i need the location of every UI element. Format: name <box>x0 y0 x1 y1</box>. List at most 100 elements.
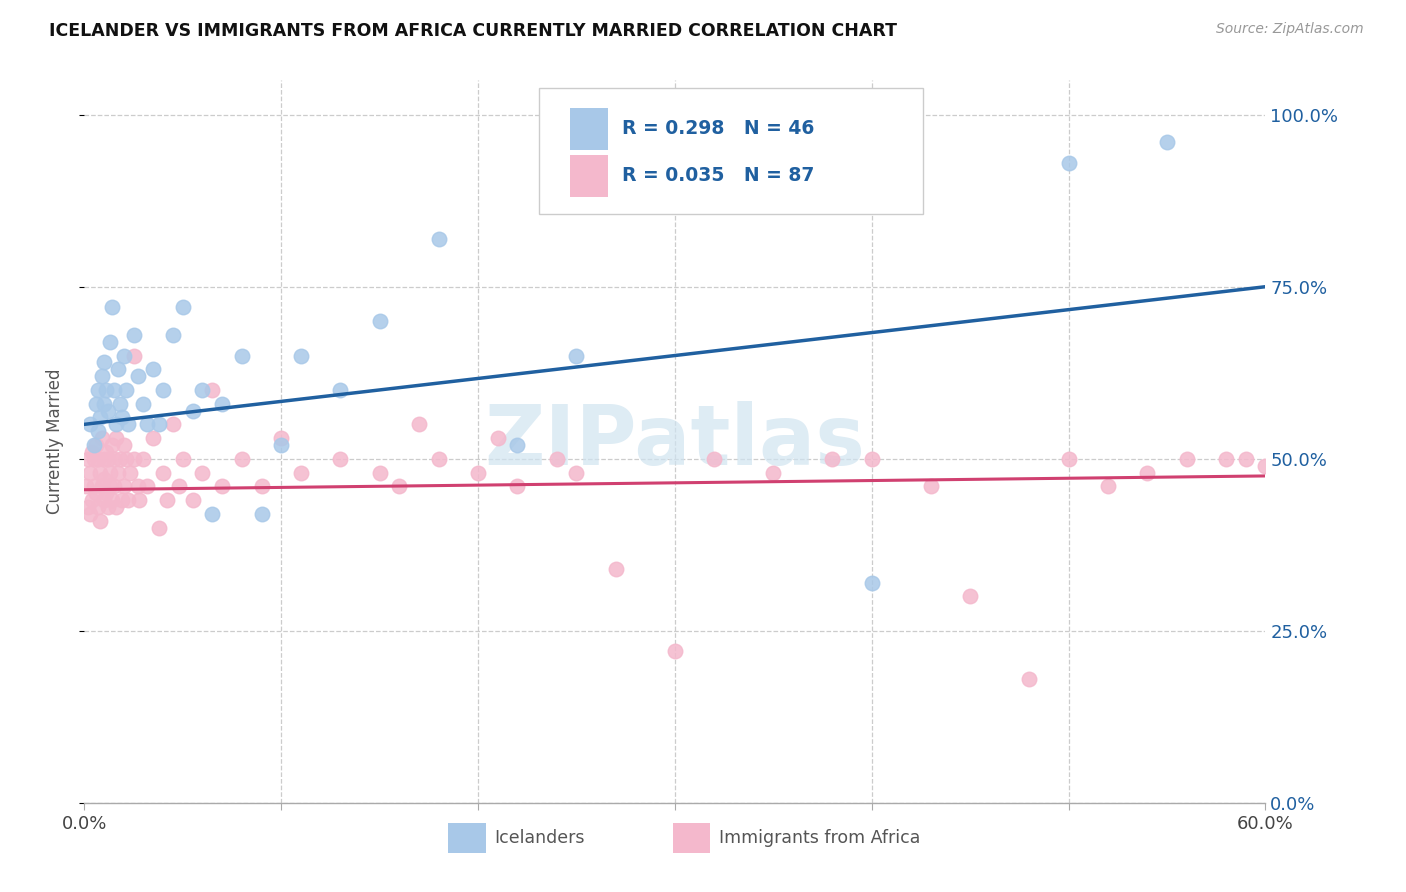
Point <box>142 362 165 376</box>
Point <box>211 397 233 411</box>
Text: R = 0.035   N = 87: R = 0.035 N = 87 <box>621 166 814 186</box>
Point <box>821 451 844 466</box>
Point <box>162 417 184 432</box>
Text: ICELANDER VS IMMIGRANTS FROM AFRICA CURRENTLY MARRIED CORRELATION CHART: ICELANDER VS IMMIGRANTS FROM AFRICA CURR… <box>49 22 897 40</box>
Point <box>290 466 312 480</box>
Point <box>87 451 110 466</box>
Point <box>89 514 111 528</box>
Point <box>270 431 292 445</box>
Point <box>172 451 194 466</box>
Point <box>122 327 145 342</box>
Point <box>127 479 149 493</box>
Point <box>191 383 214 397</box>
Point <box>98 479 121 493</box>
Point <box>1136 466 1159 480</box>
Point <box>114 451 136 466</box>
Point <box>98 466 121 480</box>
Point <box>191 466 214 480</box>
Point <box>101 493 124 508</box>
Point <box>89 466 111 480</box>
Point <box>270 438 292 452</box>
Point <box>108 397 131 411</box>
Text: Icelanders: Icelanders <box>494 830 585 847</box>
Point <box>1215 451 1237 466</box>
Text: Source: ZipAtlas.com: Source: ZipAtlas.com <box>1216 22 1364 37</box>
Point <box>427 231 450 245</box>
Point <box>152 466 174 480</box>
Point <box>103 451 125 466</box>
Point <box>1057 451 1080 466</box>
Point <box>77 451 100 466</box>
Point <box>1057 156 1080 170</box>
Point <box>211 479 233 493</box>
Point <box>91 479 114 493</box>
Point <box>388 479 411 493</box>
Point <box>181 493 204 508</box>
Point <box>860 451 883 466</box>
Point <box>1234 451 1257 466</box>
Point <box>156 493 179 508</box>
Point <box>1097 479 1119 493</box>
Point <box>231 451 253 466</box>
Point <box>117 493 139 508</box>
Text: Immigrants from Africa: Immigrants from Africa <box>718 830 920 847</box>
Point <box>84 397 107 411</box>
Text: ZIPatlas: ZIPatlas <box>485 401 865 482</box>
Point <box>104 500 127 514</box>
Point <box>98 334 121 349</box>
Point <box>94 486 117 500</box>
Point <box>142 431 165 445</box>
Point <box>93 493 115 508</box>
Point <box>250 479 273 493</box>
Point <box>329 451 352 466</box>
Point <box>87 424 110 438</box>
Point <box>93 397 115 411</box>
FancyBboxPatch shape <box>449 823 486 854</box>
Point <box>201 507 224 521</box>
Point <box>201 383 224 397</box>
Point <box>97 403 120 417</box>
Point <box>117 417 139 432</box>
Point <box>148 417 170 432</box>
Point <box>506 438 529 452</box>
Point <box>506 479 529 493</box>
Point <box>118 466 141 480</box>
Point <box>112 479 135 493</box>
Point <box>91 431 114 445</box>
Point <box>132 397 155 411</box>
Point <box>84 438 107 452</box>
Point <box>84 486 107 500</box>
Point <box>97 500 120 514</box>
Point <box>83 479 105 493</box>
Point <box>167 479 190 493</box>
Point <box>94 445 117 459</box>
Point <box>104 417 127 432</box>
Point <box>162 327 184 342</box>
Point <box>82 493 104 508</box>
Point <box>108 451 131 466</box>
Point <box>1018 672 1040 686</box>
FancyBboxPatch shape <box>569 108 607 151</box>
Point <box>114 383 136 397</box>
Point <box>703 451 725 466</box>
Point <box>1156 135 1178 149</box>
Point <box>77 500 100 514</box>
Point <box>329 383 352 397</box>
Point <box>1175 451 1198 466</box>
Point <box>111 410 134 425</box>
Point <box>427 451 450 466</box>
Point <box>111 493 134 508</box>
Point <box>112 438 135 452</box>
Point <box>920 479 942 493</box>
Point <box>101 438 124 452</box>
Point <box>664 644 686 658</box>
Point <box>762 466 785 480</box>
Point <box>368 314 391 328</box>
Y-axis label: Currently Married: Currently Married <box>45 368 63 515</box>
Point <box>87 383 110 397</box>
Point <box>860 575 883 590</box>
FancyBboxPatch shape <box>569 154 607 197</box>
Point <box>132 451 155 466</box>
Point <box>79 466 101 480</box>
Point <box>82 445 104 459</box>
